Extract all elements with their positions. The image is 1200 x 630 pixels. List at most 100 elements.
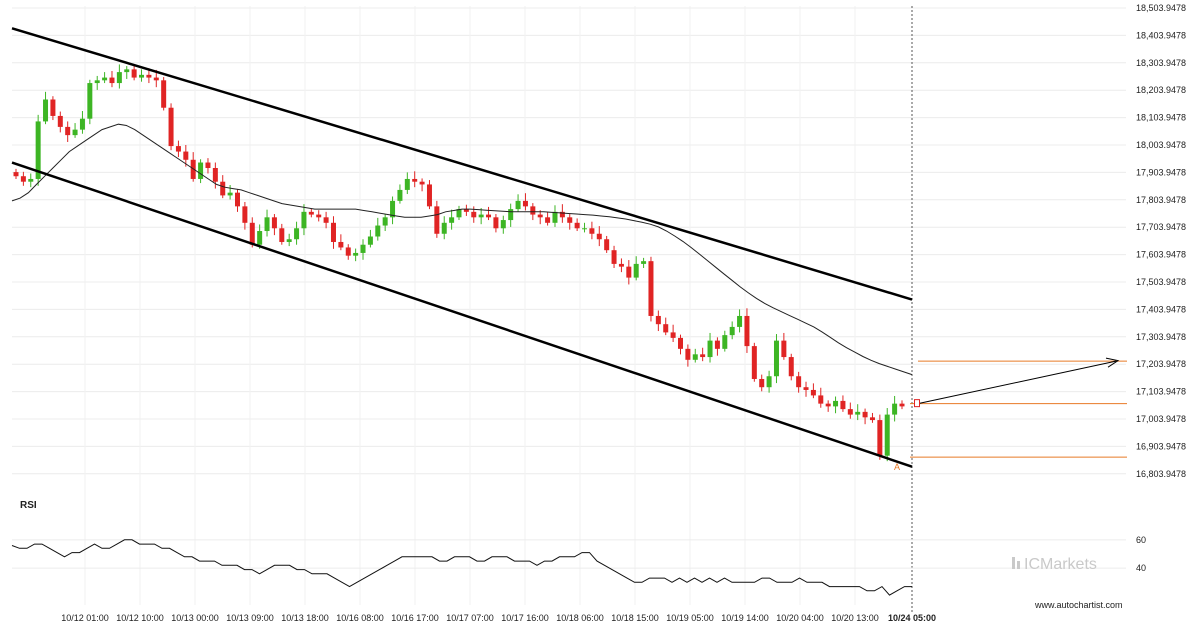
y-tick-label: 17,503.9478 xyxy=(1136,277,1186,287)
candle-body xyxy=(382,217,388,226)
projection-arrowhead xyxy=(1105,357,1120,368)
candle-body xyxy=(124,69,130,73)
x-tick-label: 10/12 01:00 xyxy=(61,613,109,623)
y-tick-label: 17,803.9478 xyxy=(1136,195,1186,205)
candle-body xyxy=(456,209,462,218)
y-tick-label: 17,203.9478 xyxy=(1136,359,1186,369)
candle-body xyxy=(87,83,93,119)
candle-body xyxy=(855,411,861,415)
candle-body xyxy=(537,214,543,218)
candle-body xyxy=(722,335,728,349)
rsi-line xyxy=(11,539,912,596)
watermark-bar-1 xyxy=(1012,557,1015,569)
candle-body xyxy=(493,217,499,229)
candle-body xyxy=(338,241,344,248)
candle-body xyxy=(426,184,432,207)
candle-body xyxy=(205,162,211,169)
candle-body xyxy=(744,315,750,347)
y-tick-labels: 18,503.9478 18,403.9478 18,303.9478 18,203.… xyxy=(1136,3,1186,479)
y-tick-label: 16,803.9478 xyxy=(1136,469,1186,479)
candles xyxy=(13,64,905,462)
candle-body xyxy=(515,200,521,210)
candle-body xyxy=(397,189,403,201)
y-tick-label: 17,303.9478 xyxy=(1136,332,1186,342)
channel-upper xyxy=(11,27,913,301)
candle-body xyxy=(102,77,108,81)
rsi-gridlines xyxy=(12,539,1126,569)
candle-body xyxy=(663,324,669,333)
x-tick-label: 10/19 05:00 xyxy=(666,613,714,623)
candle-body xyxy=(183,151,189,160)
x-tick-label: 10/19 14:00 xyxy=(721,613,769,623)
candle-body xyxy=(899,403,905,407)
candle-body xyxy=(751,346,757,379)
rsi-series xyxy=(11,539,912,596)
y-tick-label: 18,003.9478 xyxy=(1136,140,1186,150)
candle-body xyxy=(249,222,255,245)
rsi-tick-labels: 60 40 xyxy=(1136,535,1146,573)
candle-body xyxy=(294,228,300,240)
candle-body xyxy=(567,217,573,223)
candle-body xyxy=(707,340,713,358)
candle-body xyxy=(825,403,831,407)
candle-body xyxy=(596,233,602,240)
candle-body xyxy=(198,162,204,179)
candle-body xyxy=(810,389,816,396)
x-tick-label: 10/18 06:00 xyxy=(556,613,604,623)
candle-body xyxy=(131,69,137,78)
candle-body xyxy=(796,376,802,388)
x-tick-label: 10/12 10:00 xyxy=(116,613,164,623)
x-tick-label: 10/17 07:00 xyxy=(446,613,494,623)
y-tick-label: 17,403.9478 xyxy=(1136,304,1186,314)
candle-body xyxy=(212,168,218,182)
x-tick-label: 10/13 18:00 xyxy=(281,613,329,623)
watermark-text: ICMarkets xyxy=(1024,556,1097,573)
candle-body xyxy=(28,178,34,182)
y-tick-label: 18,203.9478 xyxy=(1136,85,1186,95)
candle-body xyxy=(678,337,683,349)
x-tick-label: 10/13 00:00 xyxy=(171,613,219,623)
candle-body xyxy=(463,209,469,212)
candle-body xyxy=(316,214,322,218)
candle-body xyxy=(235,192,240,207)
candle-body xyxy=(301,211,307,229)
candle-body xyxy=(116,72,122,84)
candle-body xyxy=(545,217,551,223)
candle-body xyxy=(759,378,765,388)
x-tick-label: 10/18 15:00 xyxy=(611,613,659,623)
candle-body xyxy=(35,121,41,179)
candle-body xyxy=(220,181,226,196)
candle-body xyxy=(65,126,71,136)
watermark-bar-2 xyxy=(1017,561,1020,569)
levels xyxy=(910,357,1127,458)
rsi-tick-label: 60 xyxy=(1136,535,1146,545)
candle-body xyxy=(478,214,484,218)
candle-body xyxy=(884,414,890,456)
y-tick-label: 17,003.9478 xyxy=(1136,414,1186,424)
candle-body xyxy=(500,220,506,229)
candle-body xyxy=(257,231,263,245)
candle-body xyxy=(862,411,868,418)
projection-arrow xyxy=(917,360,1117,405)
candle-body xyxy=(345,247,351,256)
candle-body xyxy=(308,211,314,215)
candle-body xyxy=(714,340,720,349)
y-tick-label: 17,103.9478 xyxy=(1136,387,1186,397)
ma-line xyxy=(11,123,913,376)
candle-body xyxy=(441,222,447,234)
candle-body xyxy=(168,107,174,147)
candle-body xyxy=(43,99,49,122)
candle-body xyxy=(72,129,78,136)
x-tick-label: 10/24 05:00 xyxy=(888,613,936,623)
candle-body xyxy=(692,354,698,360)
candle-body xyxy=(522,200,528,207)
candle-body xyxy=(146,74,152,78)
y-gridlines xyxy=(12,7,1126,475)
candle-body xyxy=(877,420,883,456)
x-tick-label: 10/16 08:00 xyxy=(336,613,384,623)
y-tick-label: 18,303.9478 xyxy=(1136,58,1186,68)
rsi-label: RSI xyxy=(20,500,37,511)
candle-body xyxy=(79,118,85,130)
candle-body xyxy=(434,206,440,234)
